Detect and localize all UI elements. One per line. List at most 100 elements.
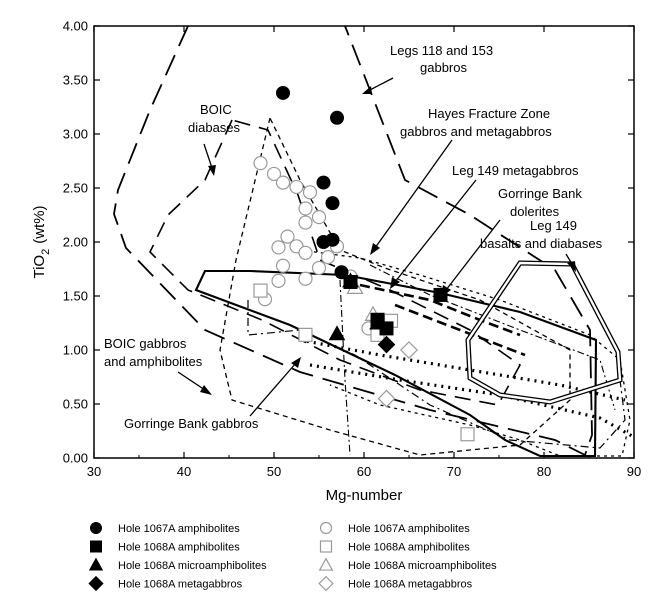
- arrow-gorringe-dolerites: [445, 219, 501, 291]
- data-point-diamond-filled: [377, 335, 396, 354]
- data-point-triangle-filled: [369, 314, 386, 330]
- data-point-circle-open: [298, 215, 313, 230]
- field-hayes-fracture-zone: [219, 116, 571, 456]
- data-point-circle-filled: [316, 175, 331, 190]
- y-tick-label: 1.00: [63, 343, 88, 358]
- annotation-gorringe-dolerites-line2: dolerites: [510, 204, 560, 219]
- arrowhead-legs118-153: [362, 86, 372, 94]
- data-point-circle-open: [280, 229, 295, 244]
- field-leg149-metagabbros: [359, 283, 526, 357]
- data-point-circle-open: [298, 201, 313, 216]
- y-tick-label: 3.00: [63, 127, 88, 142]
- y-axis-label-sub: 2: [40, 249, 52, 255]
- x-axis-label: Mg-number: [326, 487, 403, 504]
- y-tick-label: 2.50: [63, 181, 88, 196]
- x-tick-label: 60: [357, 464, 371, 479]
- svg-text:TiO2(wt%): TiO2 (wt%): [31, 205, 52, 278]
- annotation-boic-diabases-line2: diabases: [188, 120, 241, 135]
- y-tick-label: 0.00: [63, 451, 88, 466]
- legend: Hole 1067A amphibolites Hole 1067A amphib…: [88, 521, 497, 592]
- y-axis-label-main: TiO: [31, 255, 48, 279]
- arrowhead-gorringe-gabbros: [291, 357, 301, 368]
- legend-marker-circle-filled: [90, 522, 102, 534]
- field-legs-118-153-gabbros: [113, 25, 593, 457]
- data-point-circle-filled: [325, 196, 340, 211]
- data-point-circle-open: [298, 245, 313, 260]
- data-point-circle-open: [302, 185, 318, 200]
- arrowhead-boic-gabbros: [200, 385, 212, 395]
- x-tick-label: 70: [447, 464, 461, 479]
- data-point-circle-open: [320, 250, 336, 265]
- legend-marker-circle-open: [319, 521, 333, 535]
- x-tick-label: 30: [87, 464, 101, 479]
- y-axis-label-unit: (wt%): [31, 205, 48, 243]
- y-tick-label: 2.00: [63, 235, 88, 250]
- data-point-diamond-open: [377, 389, 396, 408]
- arrow-leg149-metagabbros: [394, 179, 477, 283]
- data-point-circle-open: [289, 179, 304, 195]
- annotation-gorringe-gabbros: Gorringe Bank gabbros: [124, 416, 259, 431]
- legend-marker-diamond-filled: [88, 575, 104, 592]
- field-dash-dot: [339, 264, 616, 456]
- field-outlines: [113, 25, 633, 458]
- annotation-boic-gabbros-line1: BOIC gabbros: [104, 336, 187, 351]
- y-axis-ticks: 0.00 0.50 1.00 1.50 2.00 2.50 3.00 3.50 4.00: [63, 19, 634, 466]
- annotation-legs118-153-line2: gabbros: [420, 60, 467, 75]
- data-point-circle-open: [253, 156, 268, 171]
- legend-label: Hole 1068A amphibolites: [118, 542, 240, 554]
- x-tick-label: 40: [177, 464, 191, 479]
- data-point-circle-open: [271, 240, 286, 255]
- data-point-circle-filled: [276, 85, 290, 100]
- annotation-boic-diabases-line1: BOIC: [200, 102, 232, 117]
- arrowhead-leg149-basalts: [567, 261, 576, 272]
- annotation-leg149-basalts-line1: Leg 149: [530, 218, 577, 233]
- legend-marker-square-open: [319, 540, 333, 553]
- data-point-circle-open: [271, 273, 286, 288]
- y-axis-label: TiO2 (wt%): [31, 205, 52, 278]
- data-point-circle-open: [298, 271, 313, 286]
- arrow-boic-gabbros: [177, 371, 206, 391]
- legend-marker-triangle-open: [318, 557, 334, 571]
- annotation-hayes-line2: gabbros and metagabbros: [400, 124, 552, 139]
- y-tick-label: 1.50: [63, 289, 88, 304]
- arrowhead-hayes: [370, 243, 380, 255]
- field-leg149-double-outer: [465, 260, 623, 405]
- field-leg149-basalts: [299, 249, 631, 457]
- data-point-triangle-filled: [328, 325, 346, 341]
- annotation-legs118-153-line1: Legs 118 and 153: [390, 43, 493, 58]
- arrow-hayes: [374, 139, 453, 249]
- y-tick-label: 0.50: [63, 397, 88, 412]
- annotation-leg149-metagabbros: Leg 149 metagabbros: [452, 163, 579, 178]
- data-point-circle-open: [275, 258, 291, 273]
- legend-marker-diamond-open: [318, 575, 334, 592]
- legend-marker-triangle-filled: [88, 557, 104, 571]
- data-point-diamond-open: [400, 341, 418, 359]
- data-point-circle-open: [275, 175, 291, 190]
- arrow-gorringe-gabbros: [249, 362, 297, 417]
- annotation-boic-gabbros-line2: and amphibolites: [104, 354, 203, 369]
- legend-label: Hole 1068A metagabbros: [118, 579, 243, 591]
- arrow-boic-diabases: [203, 143, 213, 169]
- legend-label: Hole 1068A amphibolites: [348, 542, 470, 554]
- data-markers: [253, 85, 475, 442]
- arrowhead-boic-diabases: [208, 165, 216, 176]
- data-point-triangle-filled: [342, 272, 359, 288]
- arrowhead-leg149-metagabbros: [390, 277, 400, 289]
- x-axis-ticks: 30 40 50 60 70 80 90: [87, 26, 641, 479]
- data-point-square-open: [460, 427, 475, 442]
- annotation-gorringe-dolerites-line1: Gorringe Bank: [498, 186, 582, 201]
- data-point-square-open: [253, 283, 268, 298]
- data-point-circle-filled: [325, 232, 340, 247]
- legend-label: Hole 1068A microamphibolites: [348, 560, 497, 572]
- legend-marker-square-filled: [90, 540, 102, 553]
- x-tick-label: 80: [537, 464, 551, 479]
- x-tick-label: 90: [627, 464, 641, 479]
- legend-label: Hole 1068A metagabbros: [348, 579, 473, 591]
- data-point-circle-filled: [330, 110, 344, 125]
- data-point-circle-open: [266, 166, 282, 182]
- arrowhead-gorringe-dolerites: [441, 285, 451, 297]
- y-tick-label: 4.00: [63, 19, 88, 34]
- data-point-circle-open: [311, 210, 327, 225]
- annotation-hayes-line1: Hayes Fracture Zone: [428, 106, 550, 121]
